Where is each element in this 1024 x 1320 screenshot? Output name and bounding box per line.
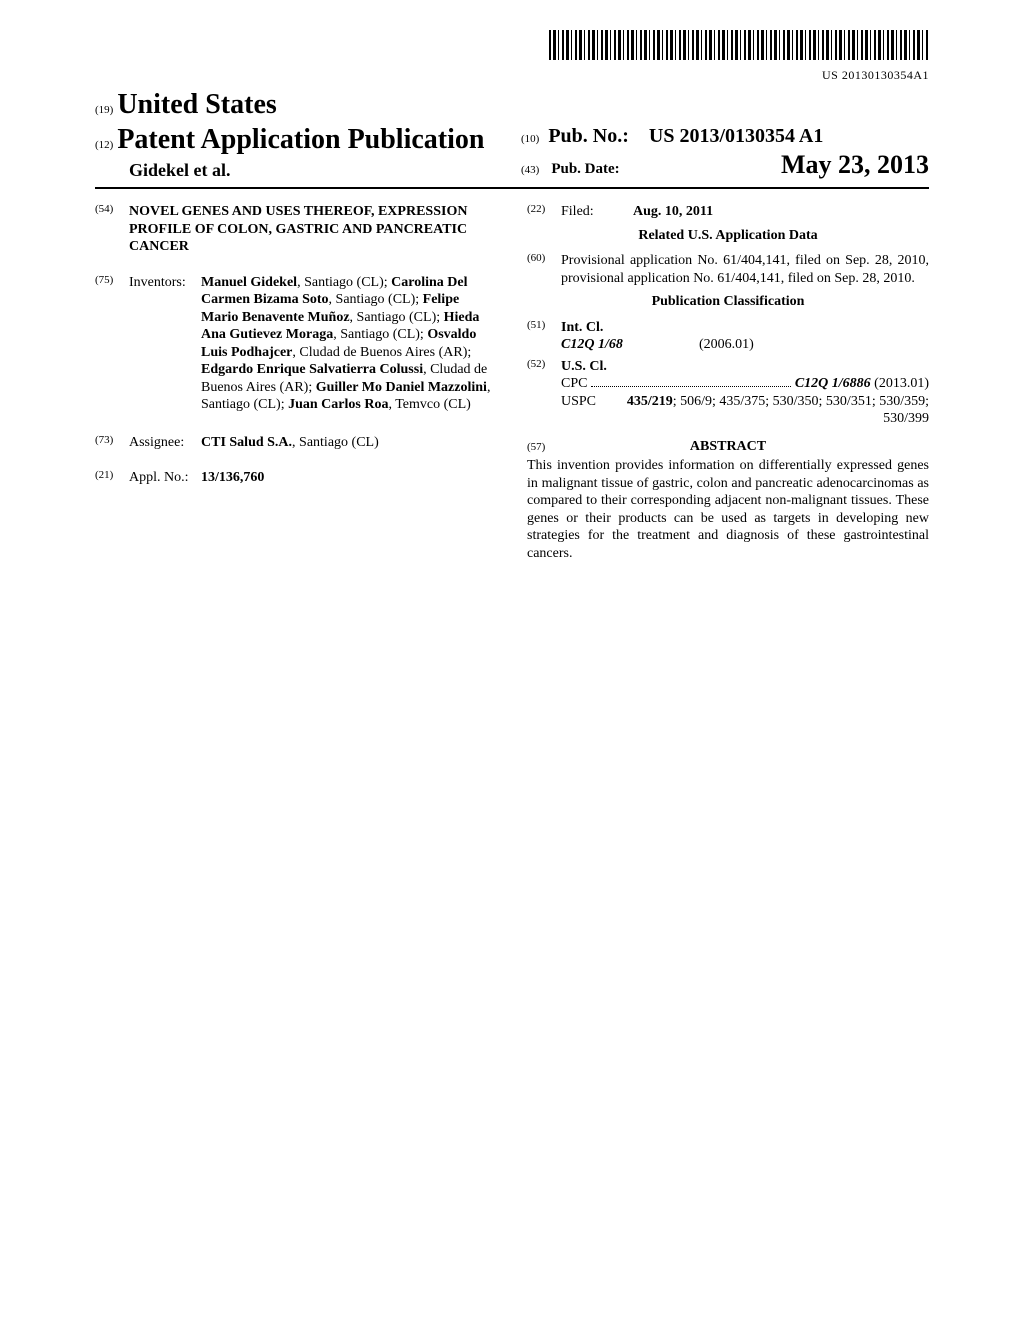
abstract-heading: ABSTRACT <box>561 438 895 456</box>
cpc-label: CPC <box>561 375 587 393</box>
uspc-first: 435/219 <box>627 394 673 409</box>
header-right: (10) Pub. No.: US 2013/0130354 A1 (43) P… <box>521 124 929 182</box>
author-line: Gidekel et al. <box>129 159 503 182</box>
header-row: (19) United States (12) Patent Application… <box>95 87 929 182</box>
assignee-name: CTI Salud S.A. <box>201 435 292 450</box>
filed-field: (22) Filed: Aug. 10, 2011 <box>527 203 929 221</box>
intcl-field: (51) Int. Cl. C12Q 1/68 (2006.01) <box>527 319 929 354</box>
intcl-year: (2006.01) <box>699 336 754 354</box>
title-inid: (54) <box>95 203 129 256</box>
pubdate-inid: (43) <box>521 164 539 178</box>
filed-inid: (22) <box>527 203 561 221</box>
cpc-line: CPC C12Q 1/6886 (2013.01) <box>561 375 929 393</box>
pub-inid: (12) <box>95 139 113 151</box>
abstract-header: (57) ABSTRACT <box>527 438 929 456</box>
cpc-code: C12Q 1/6886 <box>795 376 871 391</box>
barcode-graphic <box>549 30 929 60</box>
assignee-body: CTI Salud S.A., Santiago (CL) <box>201 434 497 452</box>
intcl-body: Int. Cl. C12Q 1/68 (2006.01) <box>561 319 929 354</box>
cpc-year: (2013.01) <box>874 376 929 391</box>
dots-icon <box>591 377 790 387</box>
inventors-body: Manuel Gidekel, Santiago (CL); Carolina … <box>201 274 497 414</box>
body-columns: (54) NOVEL GENES AND USES THEREOF, EXPRE… <box>95 203 929 562</box>
cpc-value: C12Q 1/6886 (2013.01) <box>795 375 929 393</box>
header-left: (19) United States (12) Patent Application… <box>95 87 503 182</box>
country-line: (19) United States <box>95 87 503 122</box>
applno-inid: (21) <box>95 469 129 487</box>
uscl-field: (52) U.S. Cl. CPC C12Q 1/6886 (2013.01) … <box>527 358 929 428</box>
uspc-label: USPC <box>561 393 596 428</box>
assignee-field: (73) Assignee: CTI Salud S.A., Santiago … <box>95 434 497 452</box>
title-field: (54) NOVEL GENES AND USES THEREOF, EXPRE… <box>95 203 497 256</box>
provisional-inid: (60) <box>527 252 561 287</box>
pubno-inid: (10) <box>521 133 539 145</box>
applno-label: Appl. No.: <box>129 469 201 487</box>
barcode-label: US 20130130354A1 <box>95 68 929 83</box>
filed-label: Filed: <box>561 203 633 221</box>
inventors-label: Inventors: <box>129 274 201 414</box>
pubno-value: US 2013/0130354 A1 <box>649 125 823 147</box>
uspc-rest: ; 506/9; 435/375; 530/350; 530/351; 530/… <box>673 394 929 427</box>
applno-field: (21) Appl. No.: 13/136,760 <box>95 469 497 487</box>
abstract-inid: (57) <box>527 441 561 455</box>
filed-value: Aug. 10, 2011 <box>633 204 713 219</box>
country-inid: (19) <box>95 104 113 116</box>
uscl-body: U.S. Cl. CPC C12Q 1/6886 (2013.01) USPC … <box>561 358 929 428</box>
intcl-inid: (51) <box>527 319 561 354</box>
right-column: (22) Filed: Aug. 10, 2011 Related U.S. A… <box>527 203 929 562</box>
abstract-text: This invention provides information on d… <box>527 457 929 562</box>
applno-value: 13/136,760 <box>201 470 264 485</box>
pubdate-line: (43) Pub. Date: May 23, 2013 <box>521 149 929 182</box>
inventors-field: (75) Inventors: Manuel Gidekel, Santiago… <box>95 274 497 414</box>
left-column: (54) NOVEL GENES AND USES THEREOF, EXPRE… <box>95 203 497 562</box>
divider <box>95 187 929 189</box>
barcode-block: US 20130130354A1 <box>95 30 929 83</box>
uspc-line: USPC 435/219; 506/9; 435/375; 530/350; 5… <box>561 393 929 428</box>
provisional-text: Provisional application No. 61/404,141, … <box>561 252 929 287</box>
publication-type-line: (12) Patent Application Publication <box>95 122 503 157</box>
intcl-line: C12Q 1/68 (2006.01) <box>561 336 929 354</box>
pubdate-value: May 23, 2013 <box>781 149 929 182</box>
assignee-loc: , Santiago (CL) <box>292 435 379 450</box>
applno-body: 13/136,760 <box>201 469 497 487</box>
intcl-label: Int. Cl. <box>561 320 603 335</box>
pubclass-heading: Publication Classification <box>527 293 929 311</box>
uscl-label: U.S. Cl. <box>561 359 607 374</box>
pubno-line: (10) Pub. No.: US 2013/0130354 A1 <box>521 124 929 149</box>
related-heading: Related U.S. Application Data <box>527 227 929 245</box>
uscl-inid: (52) <box>527 358 561 428</box>
filed-body: Aug. 10, 2011 <box>633 203 929 221</box>
country-name: United States <box>117 89 276 120</box>
assignee-label: Assignee: <box>129 434 201 452</box>
assignee-inid: (73) <box>95 434 129 452</box>
pubdate-label: Pub. Date: <box>551 160 619 179</box>
provisional-field: (60) Provisional application No. 61/404,… <box>527 252 929 287</box>
publication-type: Patent Application Publication <box>117 124 484 155</box>
intcl-code: C12Q 1/68 <box>561 336 639 354</box>
pubno-label: Pub. No.: <box>548 125 629 147</box>
title-text: NOVEL GENES AND USES THEREOF, EXPRESSION… <box>129 203 497 256</box>
uspc-value: 435/219; 506/9; 435/375; 530/350; 530/35… <box>596 393 929 428</box>
inventors-inid: (75) <box>95 274 129 414</box>
